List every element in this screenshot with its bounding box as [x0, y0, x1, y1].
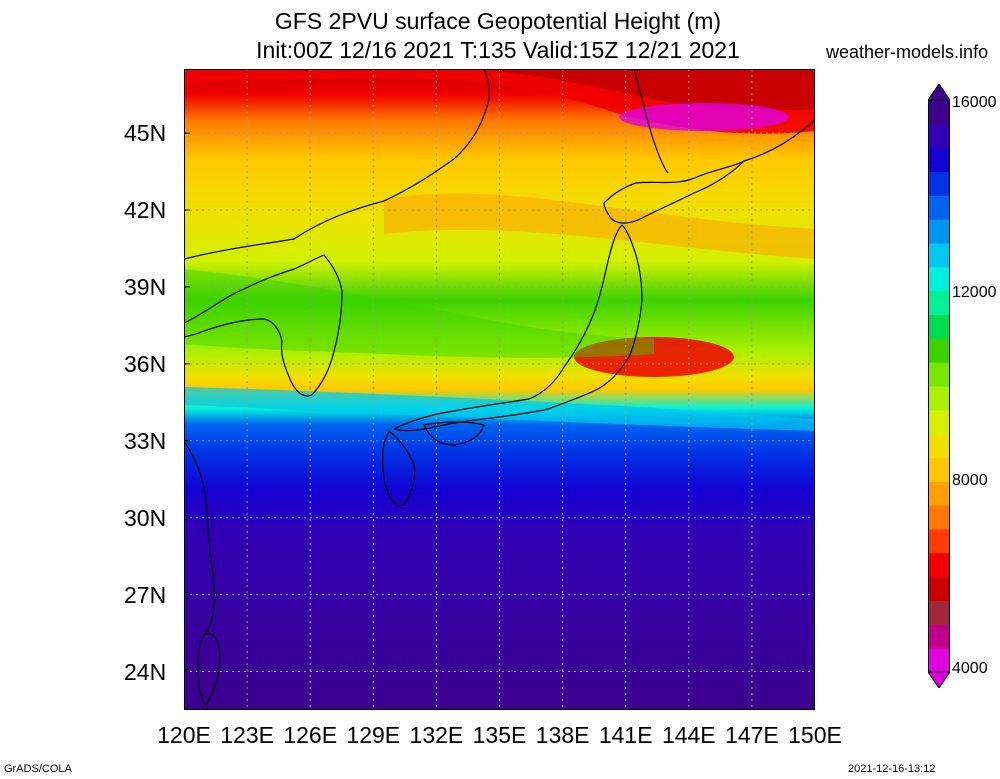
- colorbar-segment: [928, 386, 950, 411]
- green-band: [184, 269, 654, 358]
- map-panel: [184, 69, 815, 710]
- colorbar-segment: [928, 219, 950, 244]
- cyan-band: [184, 387, 815, 431]
- colorbar-segment: [928, 100, 950, 125]
- colorbar-min-triangle: [927, 671, 951, 689]
- honshu-coastline: [393, 224, 643, 432]
- korea-coastline: [184, 254, 343, 397]
- colorbar-svg: [927, 83, 951, 689]
- lat-label: 24N: [124, 658, 167, 685]
- colorbar-segment: [928, 552, 950, 578]
- colorbar-segment: [928, 505, 950, 530]
- lon-label: 123E: [220, 722, 274, 748]
- colorbar-segment: [928, 338, 950, 363]
- lat-label: 39N: [124, 273, 167, 300]
- kuril-coastline: [743, 118, 815, 162]
- colorbar-segment: [928, 123, 950, 149]
- map-title: GFS 2PVU surface Geopotential Height (m): [274, 8, 722, 34]
- colorbar-segment: [928, 409, 950, 435]
- colorbar-segment: [928, 290, 950, 315]
- sakhalin-coastline: [633, 69, 669, 174]
- colorbar-segment: [928, 266, 950, 292]
- colorbar-segment: [928, 243, 950, 268]
- hokkaido-coastline: [603, 160, 745, 224]
- site-credit: weather-models.info: [826, 42, 989, 62]
- coastlines: [184, 69, 815, 706]
- lon-label: 147E: [725, 722, 779, 748]
- magenta-minimum: [619, 103, 789, 131]
- colorbar-label-12000: 12000: [952, 284, 997, 301]
- colorbar-segment: [928, 362, 950, 387]
- lon-label: 135E: [472, 722, 527, 748]
- red-patch-east: [574, 337, 734, 377]
- colorbar-segment: [928, 576, 950, 601]
- lat-label: 42N: [124, 197, 167, 224]
- colorbar-segment: [928, 529, 950, 554]
- lon-label: 141E: [598, 722, 653, 748]
- lat-label: 36N: [124, 350, 167, 377]
- lon-label: 138E: [535, 722, 590, 748]
- lat-label: 33N: [124, 427, 167, 454]
- colorbar-segment: [928, 314, 950, 339]
- lon-label: 132E: [409, 722, 464, 748]
- shikoku-coastline: [423, 421, 485, 446]
- colorbar-label-16000: 16000: [952, 94, 997, 111]
- lon-label: 150E: [788, 722, 842, 748]
- map-border: [184, 69, 815, 710]
- colorbar-segment: [928, 624, 950, 649]
- lon-label: 126E: [283, 722, 338, 748]
- lat-label: 27N: [124, 581, 167, 608]
- lat-label: 30N: [124, 504, 167, 531]
- colorbar: [927, 83, 951, 689]
- colorbar-label-4000: 4000: [952, 660, 988, 677]
- lon-label: 120E: [157, 722, 211, 748]
- lon-label: 144E: [661, 722, 716, 748]
- colorbar-segment: [928, 433, 950, 458]
- geopotential-field: [184, 69, 815, 710]
- taiwan-coastline: [197, 632, 221, 706]
- dark-red-band: [484, 69, 815, 111]
- map-subtitle: Init:00Z 12/16 2021 T:135 Valid:15Z 12/2…: [256, 37, 740, 63]
- kyushu-coastline: [382, 430, 416, 507]
- colorbar-border: [928, 99, 950, 673]
- footer-credit: GrADS/COLA: [4, 763, 72, 775]
- colorbar-segment: [928, 171, 950, 196]
- colorbar-segment: [928, 195, 950, 220]
- colorbar-segment: [928, 600, 950, 625]
- mainland-coastline: [184, 69, 490, 260]
- footer-timestamp: 2021-12-16-13:12: [848, 763, 936, 775]
- lon-label: 129E: [346, 722, 401, 748]
- colorbar-segment: [928, 648, 950, 673]
- china-coastline: [184, 440, 216, 636]
- colorbar-segment: [928, 147, 950, 172]
- colorbar-segment: [928, 457, 950, 482]
- lat-label: 45N: [124, 120, 167, 147]
- colorbar-label-8000: 8000: [952, 472, 988, 489]
- colorbar-max-triangle: [927, 83, 951, 101]
- colorbar-segment: [928, 481, 950, 506]
- gridlines: [184, 69, 815, 710]
